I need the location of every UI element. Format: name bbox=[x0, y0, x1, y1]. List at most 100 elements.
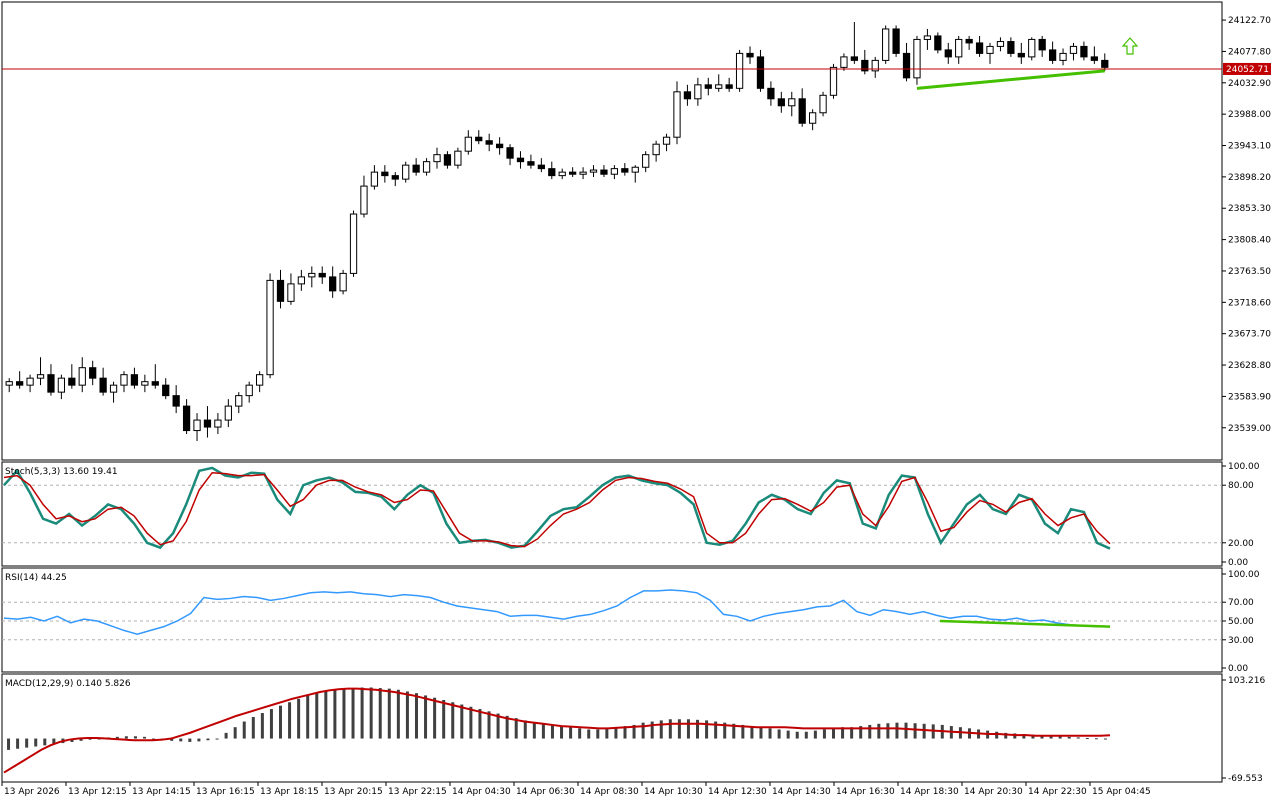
candle-body bbox=[569, 171, 577, 175]
candle-body bbox=[276, 279, 285, 302]
candle-body bbox=[99, 377, 107, 393]
candle-body bbox=[1038, 38, 1046, 51]
price-tick-label: 23943.10 bbox=[1228, 142, 1271, 152]
candle-body bbox=[506, 147, 514, 159]
macd-histogram-bar bbox=[514, 718, 518, 739]
candle-body bbox=[715, 84, 723, 89]
macd-histogram-bar bbox=[1076, 737, 1080, 739]
macd-histogram-bar bbox=[206, 738, 210, 741]
macd-histogram-bar bbox=[324, 690, 328, 739]
price-tick-label: 23763.50 bbox=[1228, 267, 1271, 277]
macd-tick-label: 103.216 bbox=[1228, 676, 1265, 686]
macd-histogram-bar bbox=[859, 726, 863, 739]
macd-histogram-bar bbox=[496, 713, 500, 739]
macd-histogram-bar bbox=[197, 738, 201, 742]
candle-body bbox=[642, 154, 650, 168]
candle-body bbox=[26, 377, 34, 386]
macd-histogram-bar bbox=[424, 695, 428, 739]
macd-signal-line bbox=[3, 687, 1111, 774]
indicator-tick-label: 0.00 bbox=[1228, 664, 1248, 674]
macd-histogram-bar bbox=[569, 727, 573, 739]
macd-histogram-bar bbox=[786, 730, 790, 739]
candle-body bbox=[454, 150, 462, 166]
macd-histogram-bar bbox=[16, 738, 20, 749]
candle-body bbox=[370, 171, 379, 187]
candle-body bbox=[109, 384, 118, 393]
price-tick-label: 23853.30 bbox=[1228, 204, 1271, 214]
candle-body bbox=[1080, 45, 1088, 58]
macd-histogram-bar bbox=[170, 738, 174, 741]
candle-body bbox=[725, 84, 733, 89]
candle-body bbox=[266, 279, 274, 376]
macd-histogram-bar bbox=[750, 726, 754, 739]
macd-histogram-bar bbox=[578, 728, 582, 739]
time-tick-label: 14 Apr 14:30 bbox=[772, 787, 831, 797]
candle-body bbox=[36, 374, 45, 379]
candle-body bbox=[892, 28, 900, 54]
macd-histogram-bar bbox=[451, 702, 455, 739]
macd-histogram-bar bbox=[1058, 736, 1062, 739]
macd-histogram-bar bbox=[668, 719, 672, 739]
time-tick-label: 14 Apr 16:30 bbox=[836, 787, 895, 797]
candle-body bbox=[735, 52, 744, 89]
candle-body bbox=[955, 38, 963, 58]
macd-label: MACD(12,29,9) 0.140 5.826 bbox=[5, 679, 131, 689]
macd-histogram-bar bbox=[623, 726, 627, 739]
candle-body bbox=[47, 374, 55, 393]
macd-histogram-bar bbox=[705, 720, 709, 739]
macd-histogram-bar bbox=[541, 723, 545, 739]
macd-histogram-bar bbox=[269, 709, 273, 739]
macd-histogram-bar bbox=[143, 736, 147, 739]
candle-body bbox=[318, 272, 326, 278]
macd-histogram-bar bbox=[732, 723, 736, 739]
macd-histogram-bar bbox=[260, 713, 264, 739]
macd-histogram-bar bbox=[677, 719, 681, 739]
macd-series: 103.216 -69.553 bbox=[3, 676, 1265, 784]
macd-histogram-bar bbox=[233, 727, 237, 739]
macd-histogram-bar bbox=[88, 738, 92, 740]
macd-histogram-bar bbox=[179, 738, 183, 742]
macd-histogram-bar bbox=[460, 704, 464, 739]
macd-histogram-bar bbox=[596, 729, 600, 739]
macd-histogram-bar bbox=[478, 709, 482, 739]
candle-body bbox=[224, 405, 232, 421]
candle-body bbox=[329, 276, 337, 292]
candle-body bbox=[16, 381, 24, 386]
macd-histogram-bar bbox=[850, 727, 854, 739]
candle-body bbox=[443, 154, 452, 166]
macd-histogram-bar bbox=[396, 689, 400, 739]
indicator-tick-label: 70.00 bbox=[1228, 598, 1254, 608]
candle-body bbox=[683, 91, 692, 100]
macd-histogram-bar bbox=[532, 722, 536, 739]
candle-body bbox=[871, 59, 879, 72]
time-tick-label: 13 Apr 16:15 bbox=[196, 787, 255, 797]
candle-body bbox=[975, 42, 984, 54]
price-tick-label: 23898.20 bbox=[1228, 173, 1271, 183]
macd-histogram-bar bbox=[759, 727, 763, 739]
macd-histogram-bar bbox=[360, 687, 364, 739]
rsi-panel[interactable] bbox=[1, 567, 1223, 673]
candle-body bbox=[193, 419, 201, 432]
indicator-tick-label: 80.00 bbox=[1228, 481, 1254, 491]
macd-histogram-bar bbox=[550, 724, 554, 739]
macd-histogram-bar bbox=[768, 728, 772, 739]
macd-histogram-bar bbox=[868, 724, 872, 739]
price-tick-label: 23628.80 bbox=[1228, 361, 1271, 371]
stochastic-main-line bbox=[3, 466, 1111, 550]
candle-body bbox=[349, 213, 358, 274]
macd-histogram-bar bbox=[1103, 738, 1107, 740]
candle-body bbox=[944, 49, 952, 58]
time-tick-label: 13 Apr 20:15 bbox=[324, 787, 383, 797]
macd-histogram-bar bbox=[686, 719, 690, 739]
candle-body bbox=[245, 384, 253, 397]
price-panel[interactable] bbox=[1, 1, 1223, 461]
time-tick-label: 14 Apr 20:30 bbox=[964, 787, 1023, 797]
price-tick-label: 23988.00 bbox=[1228, 110, 1271, 120]
macd-histogram-bar bbox=[224, 732, 228, 739]
macd-histogram-bar bbox=[614, 727, 618, 739]
price-tick-label: 23808.40 bbox=[1228, 236, 1271, 246]
candle-body bbox=[589, 169, 598, 173]
candle-body bbox=[809, 112, 817, 124]
candle-body bbox=[256, 374, 264, 386]
